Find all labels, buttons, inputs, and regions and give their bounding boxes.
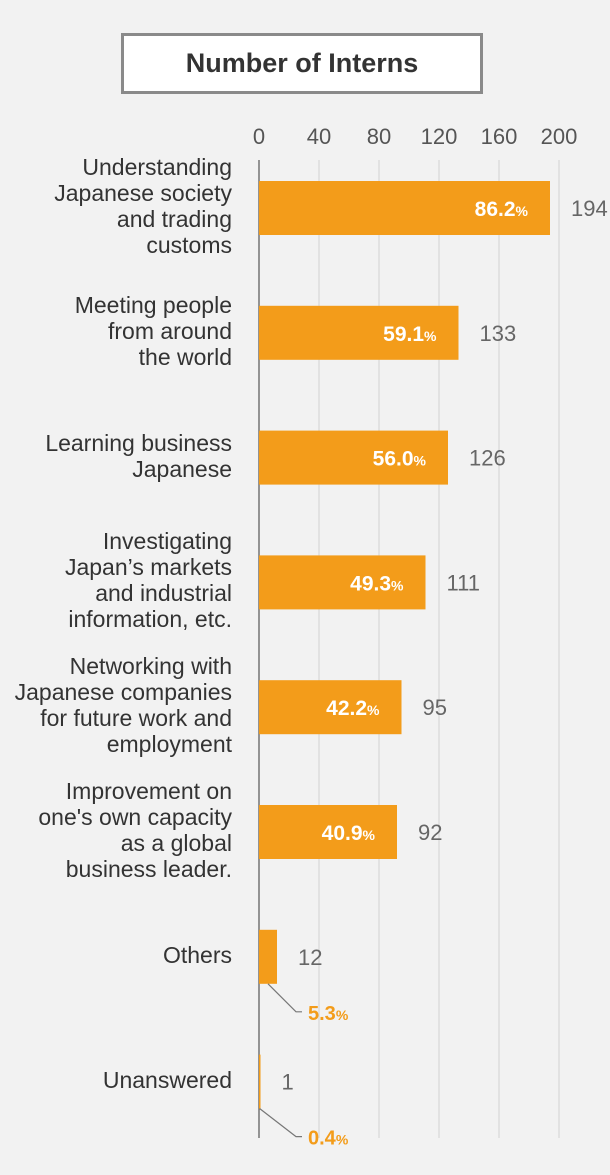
bar-percent-label: 86.2% — [475, 198, 529, 221]
bar-value-label: 111 — [447, 570, 480, 595]
bar — [259, 680, 402, 735]
chart-title: Number of Interns — [121, 33, 483, 94]
x-tick-label: 160 — [481, 124, 518, 149]
bar — [259, 181, 550, 235]
bar — [259, 305, 459, 360]
bar — [259, 555, 426, 610]
x-tick-label: 80 — [367, 124, 391, 149]
bar-percent-label: 56.0% — [373, 448, 427, 471]
x-tick-label: 120 — [421, 124, 458, 149]
category-label: Investigating Japan’s markets and indust… — [64, 528, 232, 633]
bar-value-label: 92 — [418, 820, 442, 845]
x-tick-label: 40 — [307, 124, 331, 149]
bar-value-label: 126 — [469, 446, 506, 471]
category-label: Networking with Japanese companies for f… — [14, 653, 232, 758]
bar-percent-label: 40.9% — [322, 822, 376, 845]
bar-value-label: 95 — [423, 695, 447, 720]
x-tick-label: 0 — [253, 124, 265, 149]
bar — [259, 929, 277, 984]
x-tick-label: 200 — [541, 124, 578, 149]
category-label: Learning business Japanese — [45, 429, 232, 482]
leader-line — [259, 1108, 302, 1138]
bar-value-label: 194 — [571, 196, 608, 221]
bar — [259, 805, 397, 859]
bar-percent-label: 59.1% — [383, 323, 437, 346]
bar-percent-label: 0.4% — [308, 1128, 349, 1150]
bar — [259, 1054, 261, 1109]
category-label: Understanding Japanese society and tradi… — [54, 154, 232, 258]
category-label: Improvement on one's own capacity as a g… — [38, 778, 232, 882]
bar-percent-label: 5.3% — [308, 1003, 349, 1025]
category-label: Others — [162, 941, 232, 968]
bar-percent-label: 42.2% — [326, 697, 380, 720]
bar — [259, 430, 448, 485]
bar-value-label: 1 — [282, 1070, 294, 1095]
bar-value-label: 133 — [480, 321, 517, 346]
leader-line — [267, 983, 302, 1013]
category-label: Unanswered — [102, 1066, 232, 1093]
bar-value-label: 12 — [298, 945, 322, 970]
bar-percent-label: 49.3% — [350, 572, 404, 595]
category-label: Meeting people from around the world — [74, 291, 232, 370]
